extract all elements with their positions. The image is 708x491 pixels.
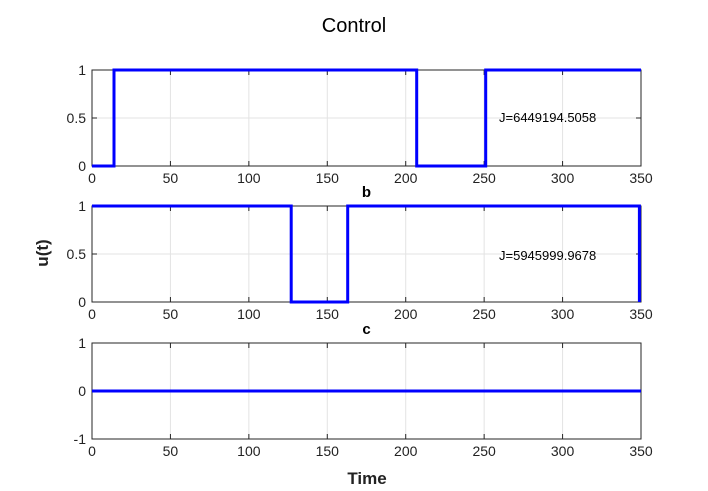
subplot-1: 0 50 100 150 200 250 300 350 0 0.5 1 J=6449194.5058 [67,62,653,186]
x-tick-label: 350 [629,170,653,186]
x-tick-label: 250 [472,306,496,322]
y-axis-label: u(t) [33,239,52,266]
figure-title: Control [322,15,386,37]
x-tick-label: 200 [394,306,418,322]
subplot-2: 0 50 100 150 200 250 300 350 0 0.5 1 J=5945999.9678… [67,184,653,322]
x-tick-label: 100 [237,170,261,186]
cost-annotation: J=5945999.9678 [499,248,596,263]
x-tick-label: 0 [88,443,96,459]
series-line [92,68,641,168]
y-tick-label: 0.5 [67,246,87,262]
cost-annotation: J=6449194.5058 [499,110,596,125]
x-tick-label: 100 [237,306,261,322]
x-tick-label: 150 [316,170,340,186]
x-tick-label: 0 [88,306,96,322]
x-tick-label: 300 [551,170,575,186]
y-tick-label: 0 [78,383,86,399]
x-tick-label: 200 [394,170,418,186]
x-tick-label: 100 [237,443,261,459]
x-axis-label: Time [347,469,386,488]
panel-label: c [362,321,370,338]
x-tick-label: 250 [472,443,496,459]
y-tick-label: 0 [78,158,86,174]
y-tick-label: 1 [78,198,86,214]
x-tick-label: 300 [551,443,575,459]
y-tick-label: 0 [78,294,86,310]
x-tick-label: 350 [629,306,653,322]
x-tick-label: 300 [551,306,575,322]
panel-label: b [362,184,371,201]
x-tick-label: 50 [163,306,179,322]
x-tick-label: 250 [472,170,496,186]
y-tick-label: 1 [78,62,86,78]
x-tick-label: 150 [316,306,340,322]
y-tick-label: -1 [74,431,87,447]
series-line [92,204,641,304]
y-tick-label: 0.5 [67,110,87,126]
y-tick-label: 1 [78,335,86,351]
x-tick-label: 50 [163,170,179,186]
x-tick-label: 0 [88,170,96,186]
x-tick-label: 50 [163,443,179,459]
x-tick-label: 200 [394,443,418,459]
x-tick-label: 350 [629,443,653,459]
x-tick-label: 150 [316,443,340,459]
